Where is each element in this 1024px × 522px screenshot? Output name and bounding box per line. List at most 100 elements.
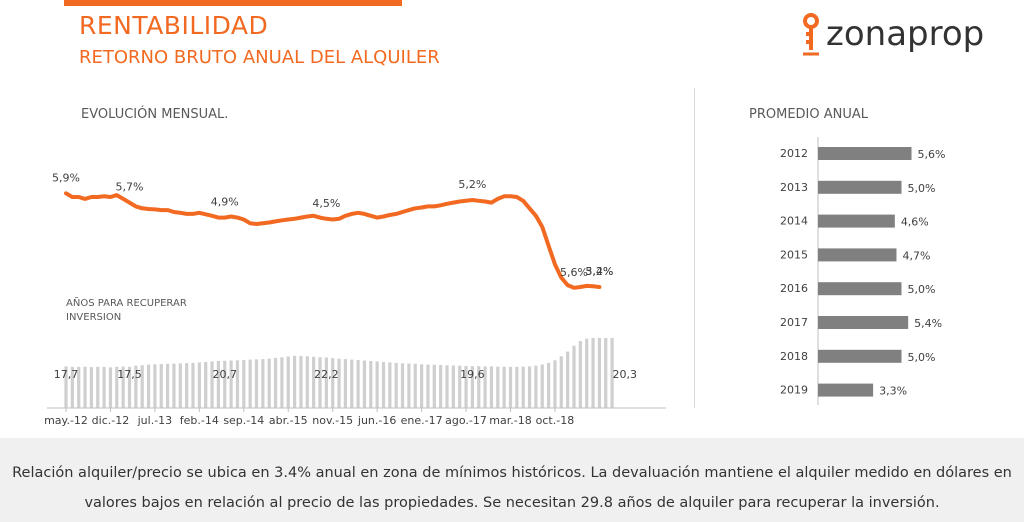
bar-years (229, 360, 233, 408)
bar-years (337, 358, 341, 408)
line-data-label: 5,6% (560, 266, 588, 279)
bar-years (89, 367, 93, 408)
bar-years (362, 360, 367, 408)
bar-years (540, 364, 544, 408)
category-label: 2016 (780, 282, 808, 295)
bar-years (197, 362, 201, 408)
bar-years (96, 366, 100, 408)
bar-years (610, 337, 614, 408)
bar-data-label: 17,7 (54, 368, 79, 381)
annual-bar (818, 180, 902, 194)
category-label: 2017 (780, 316, 808, 329)
category-label: 2013 (780, 181, 808, 194)
bar-years (108, 367, 113, 408)
category-label: 2018 (780, 350, 808, 363)
bar-years (267, 358, 271, 408)
bar-years (578, 341, 582, 408)
bar-years (470, 366, 474, 408)
monthly-chart-label: EVOLUCIÓN MENSUAL. (81, 107, 229, 122)
bar-years (604, 337, 608, 408)
bar-years (432, 364, 436, 408)
bar-years (407, 363, 411, 408)
x-tick-label: abr.-15 (269, 414, 308, 427)
page-title: RENTABILIDAD (79, 11, 269, 40)
bar-years (464, 365, 468, 408)
category-label: 2012 (780, 147, 808, 160)
bar-years (356, 360, 360, 408)
annual-bar (818, 147, 912, 160)
divider (694, 88, 695, 408)
bar-years (343, 359, 347, 408)
annual-chart-label: PROMEDIO ANUAL (749, 107, 869, 122)
bar-years (331, 358, 335, 408)
bar-years (591, 337, 595, 408)
page-subtitle: RETORNO BRUTO ANUAL DEL ALQUILER (79, 47, 440, 68)
bar-years (521, 366, 525, 408)
x-tick-label: ago.-17 (445, 414, 487, 427)
bar-years (159, 364, 163, 408)
x-tick-label: mar.-18 (489, 414, 531, 427)
bar-years (420, 364, 424, 408)
bar-years (566, 351, 570, 408)
annual-value-label: 5,6% (918, 148, 946, 161)
monthly-chart: 17,717,520,722,219,620,329,8AÑOS PARA RE… (44, 171, 666, 427)
bar-years (305, 356, 309, 408)
bar-years (324, 357, 328, 408)
annual-value-label: 5,0% (908, 283, 936, 296)
bar-years (489, 366, 494, 408)
bar-years (375, 361, 379, 408)
category-label: 2014 (780, 215, 808, 228)
annual-bar (818, 383, 874, 397)
annual-value-label: 5,4% (914, 317, 942, 330)
bar-data-label: 20,7 (213, 368, 238, 381)
bar-years (458, 365, 462, 408)
bar-years (559, 356, 563, 408)
bar-years (350, 359, 354, 408)
annual-value-label: 5,0% (908, 182, 936, 195)
line-data-label: 5,9% (52, 171, 80, 184)
bar-years (83, 366, 87, 408)
bar-years (477, 366, 481, 408)
line-series (64, 191, 602, 290)
annual-bar (818, 349, 902, 363)
bar-years (597, 337, 601, 408)
bar-years (502, 366, 506, 408)
x-tick-label: oct.-18 (536, 414, 575, 427)
bar-years (400, 363, 405, 408)
bar-years (185, 363, 189, 408)
bar-years (210, 361, 214, 408)
bar-years (273, 357, 278, 408)
bar-years (261, 359, 265, 408)
x-tick-label: dic.-12 (92, 414, 130, 427)
bars-series-label: AÑOS PARA RECUPERAR (66, 296, 187, 309)
annual-bar (818, 316, 909, 329)
bar-years (121, 366, 125, 408)
annual-bar (818, 282, 902, 296)
annual-bar (818, 248, 897, 262)
x-tick-label: jun.-16 (357, 414, 396, 427)
bar-years (293, 355, 297, 408)
bar-years (534, 365, 538, 408)
key-icon (803, 13, 819, 56)
x-tick-label: may.-12 (44, 414, 88, 427)
bar-years (223, 360, 227, 408)
bar-years (204, 361, 208, 408)
bar-years (191, 362, 195, 408)
bar-years (286, 356, 290, 408)
bar-years (445, 365, 449, 408)
bar-years (381, 361, 386, 408)
category-label: 2019 (780, 384, 808, 397)
bar-years (572, 345, 576, 408)
category-label: 2015 (780, 248, 808, 261)
bar-data-label: 22,2 (314, 368, 339, 381)
annual-value-label: 5,0% (908, 351, 936, 364)
bar-data-label: 17,5 (117, 368, 142, 381)
bar-years (547, 362, 551, 408)
bar-years (318, 357, 322, 408)
bar-years (394, 362, 398, 408)
annual-value-label: 4,6% (901, 216, 929, 229)
x-tick-label: jul.-13 (137, 414, 173, 427)
bar-years (134, 365, 138, 408)
bar-years (369, 361, 373, 408)
annual-bar (818, 214, 895, 228)
